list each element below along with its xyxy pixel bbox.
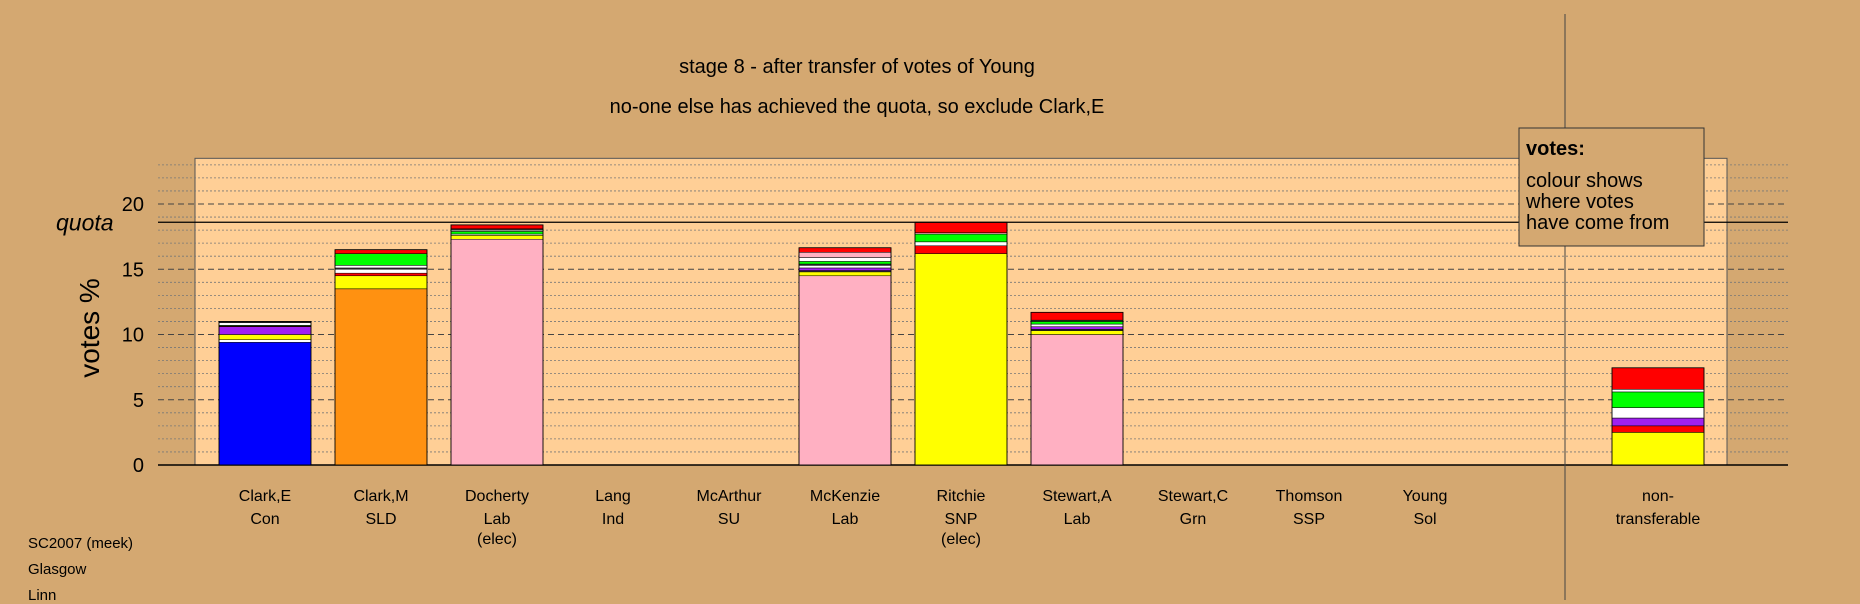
- y-tick-label: 20: [122, 194, 144, 216]
- caption-region: Glasgow: [28, 561, 87, 578]
- bar-clark-m-segment: [334, 253, 428, 266]
- x-tick-label-party: Ind: [602, 511, 624, 528]
- x-tick-label-note: (elec): [941, 531, 981, 548]
- bar-docherty: [450, 224, 544, 466]
- x-tick-label-party: Con: [250, 511, 279, 528]
- bar-clark-m: [334, 249, 428, 466]
- bar-ritchie-segment: [914, 222, 1008, 233]
- bar-nontransferable: [1611, 367, 1705, 466]
- x-tick-label-name: Clark,E: [239, 488, 291, 505]
- bar-stewart-a-segment: [1030, 330, 1124, 335]
- legend-line: where votes: [1525, 191, 1634, 213]
- x-tick-label-party: SU: [718, 511, 740, 528]
- quota-label: quota: [56, 209, 114, 235]
- x-tick-label-party: Grn: [1180, 511, 1207, 528]
- bar-mckenzie-segment: [798, 252, 892, 258]
- x-tick-label-party: SNP: [945, 511, 978, 528]
- bar-ritchie-segment: [914, 241, 1008, 247]
- bar-clark-m-segment: [334, 275, 428, 290]
- x-tick-label-name: Lang: [595, 488, 631, 505]
- bar-stewart-a: [1030, 311, 1124, 466]
- x-tick-label-party: Lab: [484, 511, 511, 528]
- caption-constituency: Linn: [28, 587, 57, 604]
- caption-election: SC2007 (meek): [28, 535, 134, 552]
- y-axis-label: votes %: [74, 278, 105, 378]
- bar-clark-e-segment: [218, 322, 312, 326]
- x-tick-label-party: SSP: [1293, 511, 1325, 528]
- x-tick-label-nontransferable-1: non-: [1642, 488, 1674, 505]
- bar-stewart-a-segment: [1030, 321, 1124, 325]
- x-tick-label-name: Stewart,A: [1042, 488, 1112, 505]
- x-tick-label-party: Lab: [1064, 511, 1091, 528]
- x-tick-label-party: Lab: [832, 511, 859, 528]
- bar-docherty-segment: [450, 238, 544, 466]
- bar-clark-e-segment: [218, 334, 312, 340]
- legend-title: votes:: [1526, 138, 1585, 160]
- x-tick-label-name: Young: [1403, 488, 1448, 505]
- bar-nontransferable-segment: [1611, 425, 1705, 433]
- bar-clark-e-segment: [218, 342, 312, 466]
- bar-docherty-segment: [450, 231, 544, 235]
- legend-line: colour shows: [1526, 170, 1643, 192]
- bar-ritchie-segment: [914, 233, 1008, 243]
- bar-mckenzie-segment: [798, 275, 892, 466]
- bar-mckenzie: [798, 247, 892, 466]
- bar-docherty-segment: [450, 224, 544, 230]
- bar-stewart-a-segment: [1030, 334, 1124, 466]
- bar-clark-e-segment: [218, 326, 312, 335]
- x-tick-label-nontransferable-2: transferable: [1616, 511, 1701, 528]
- bar-mckenzie-segment: [798, 257, 892, 262]
- bar-clark-e-segment: [218, 339, 312, 343]
- bar-nontransferable-segment: [1611, 407, 1705, 419]
- x-tick-label-name: Stewart,C: [1158, 488, 1228, 505]
- bar-mckenzie-segment: [798, 261, 892, 265]
- bar-stewart-a-segment: [1030, 312, 1124, 321]
- chart-subtitle: no-one else has achieved the quota, so e…: [610, 96, 1105, 118]
- x-tick-label-party: Sol: [1413, 511, 1436, 528]
- bar-mckenzie-segment: [798, 271, 892, 277]
- chart-title: stage 8 - after transfer of votes of You…: [679, 56, 1035, 78]
- bar-stewart-a-segment: [1030, 326, 1124, 330]
- x-tick-label-name: McArthur: [697, 488, 763, 505]
- bar-mckenzie-segment: [798, 265, 892, 269]
- legend-box: [1518, 127, 1705, 247]
- bar-mckenzie-segment: [798, 247, 892, 253]
- bar-docherty-segment: [450, 235, 544, 240]
- bar-ritchie-segment: [914, 253, 1008, 466]
- bar-ritchie-segment: [914, 245, 1008, 254]
- x-tick-label-name: McKenzie: [810, 488, 880, 505]
- bar-clark-m-segment: [334, 272, 428, 277]
- bar-nontransferable-segment: [1611, 391, 1705, 408]
- x-tick-label-name: Clark,M: [353, 488, 408, 505]
- bar-stewart-a-segment: [1030, 323, 1124, 327]
- bar-clark-m-segment: [334, 249, 428, 254]
- bar-nontransferable-segment: [1611, 389, 1705, 393]
- bar-clark-e: [218, 321, 312, 466]
- y-tick-label: 5: [133, 390, 144, 412]
- bar-nontransferable-segment: [1611, 432, 1705, 466]
- x-tick-label-party: SLD: [365, 511, 396, 528]
- bar-clark-m-segment: [334, 269, 428, 274]
- bar-clark-m-segment: [334, 288, 428, 466]
- x-tick-label-name: Ritchie: [937, 488, 986, 505]
- legend-line: have come from: [1526, 212, 1669, 234]
- y-tick-label: 10: [122, 325, 144, 347]
- y-tick-label: 0: [133, 455, 144, 477]
- x-tick-label-name: Thomson: [1276, 488, 1343, 505]
- bar-nontransferable-segment: [1611, 417, 1705, 427]
- y-tick-label: 15: [122, 259, 144, 281]
- x-tick-label-note: (elec): [477, 531, 517, 548]
- bar-nontransferable-segment: [1611, 367, 1705, 390]
- bar-mckenzie-segment: [798, 267, 892, 271]
- x-tick-label-name: Docherty: [465, 488, 529, 505]
- bar-clark-m-segment: [334, 265, 428, 269]
